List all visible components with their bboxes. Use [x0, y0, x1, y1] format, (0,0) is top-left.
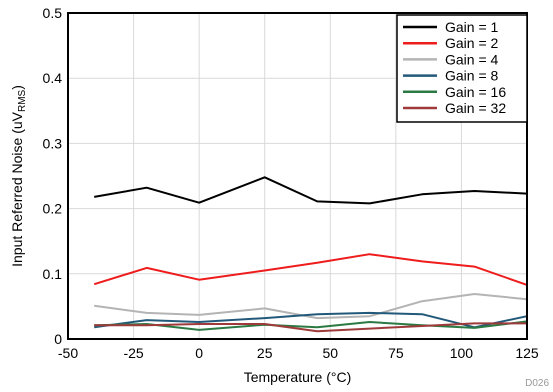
plot-frame	[67, 12, 528, 340]
x-axis-label: Temperature (°C)	[244, 369, 352, 385]
y-axis-label: Input Referred Noise (uVRMS)	[9, 85, 28, 267]
x-tick-label: 0	[195, 345, 203, 361]
x-tick-label: -25	[123, 345, 143, 361]
y-tick-label: 0.5	[43, 5, 63, 21]
legend-entry-label: Gain = 2	[445, 35, 499, 51]
figure-code-label: D026	[525, 378, 549, 389]
series-line	[94, 311, 528, 329]
legend-entry-label: Gain = 8	[445, 68, 499, 84]
legend-box	[396, 14, 528, 123]
x-tick-label: 25	[257, 345, 273, 361]
y-axis-label-subscript: RMS	[17, 89, 28, 112]
y-tick-label: 0.3	[43, 135, 63, 151]
x-tick-labels: -50 -25 0 25 50 75 100 125	[58, 345, 539, 361]
series-line	[94, 320, 528, 331]
y-tick-label: 0.4	[43, 70, 63, 86]
y-tick-label: 0.1	[43, 266, 63, 282]
legend-entry-label: Gain = 32	[445, 100, 506, 116]
x-tick-label: 125	[515, 345, 539, 361]
series-line	[94, 293, 528, 320]
series-lines	[93, 176, 528, 333]
y-axis-label-main: Input Referred Noise (uV	[9, 111, 25, 267]
y-tick-label: 0.2	[43, 201, 63, 217]
series-line	[93, 253, 528, 286]
y-tick-labels: 0 0.1 0.2 0.3 0.4 0.5	[43, 5, 63, 347]
x-tick-label: 75	[388, 345, 404, 361]
legend-entry-label: Gain = 16	[445, 84, 506, 100]
x-tick-label: 100	[450, 345, 474, 361]
legend-entry-label: Gain = 1	[445, 19, 499, 35]
series-line	[94, 322, 527, 333]
legend-entry-label: Gain = 4	[445, 51, 499, 67]
y-tick-label: 0	[54, 331, 62, 347]
x-tick-label: 50	[322, 345, 338, 361]
series-line	[94, 176, 528, 205]
x-tick-label: -50	[58, 345, 78, 361]
y-axis-label-close: )	[9, 85, 25, 90]
